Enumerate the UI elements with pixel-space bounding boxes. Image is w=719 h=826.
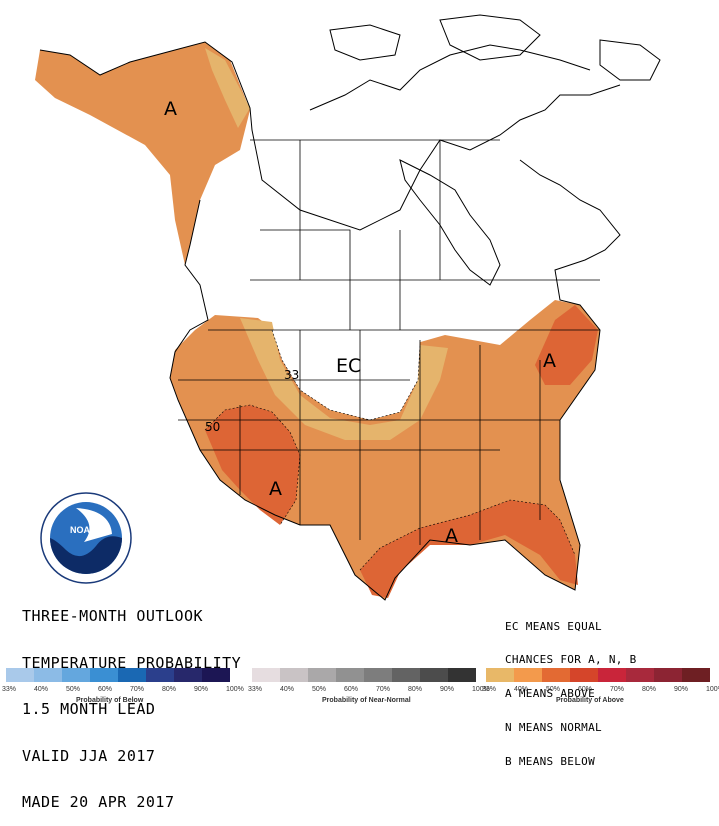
scale-tick-label: 80%: [408, 686, 423, 693]
noaa-logo: [40, 492, 132, 584]
scale-tick-label: 90%: [674, 686, 689, 693]
title-line-5: MADE 20 APR 2017: [22, 793, 175, 811]
scale-title: Probability of Above: [556, 697, 624, 704]
scale-swatch: [118, 668, 146, 682]
scale-swatch: [392, 668, 420, 682]
label-alaska-a: A: [164, 98, 177, 120]
scale-swatch: [280, 668, 308, 682]
scale-bar-0: [6, 668, 230, 682]
gulf-above-50: [360, 500, 578, 598]
title-line-3: 1.5 MONTH LEAD: [22, 700, 156, 718]
label-ec: EC: [336, 355, 362, 377]
label-gulf-a: A: [445, 525, 458, 547]
southwest-above-50: [205, 405, 300, 525]
scale-tick-label: 40%: [514, 686, 529, 693]
conus-above-33: [240, 318, 448, 440]
scale-tick-label: 33%: [482, 686, 497, 693]
scale-tick-label: 90%: [440, 686, 455, 693]
scale-tick-label: 80%: [642, 686, 657, 693]
scale-tick-label: 90%: [194, 686, 209, 693]
scale-swatch: [420, 668, 448, 682]
noaa-logo-text: NOAA: [40, 492, 132, 584]
scale-swatch: [364, 668, 392, 682]
scale-swatch: [598, 668, 626, 682]
scale-tick-label: 60%: [98, 686, 113, 693]
legend-line-1: EC MEANS EQUAL: [505, 619, 602, 633]
outlook-map: [35, 14, 661, 601]
northeast-above-50: [535, 305, 598, 385]
scale-swatch: [570, 668, 598, 682]
scale-tick-label: 100%: [706, 686, 719, 693]
title-line-4: VALID JJA 2017: [22, 746, 156, 765]
scale-tick-label: 70%: [130, 686, 145, 693]
scale-swatch: [486, 668, 514, 682]
scale-swatch: [34, 668, 62, 682]
scale-tick-label: 60%: [344, 686, 359, 693]
scale-tick-label: 50%: [546, 686, 561, 693]
scale-swatch: [448, 668, 476, 682]
scale-swatch: [252, 668, 280, 682]
scale-swatch: [654, 668, 682, 682]
scale-swatch: [202, 668, 230, 682]
title-line-1: THREE-MONTH OUTLOOK: [22, 607, 204, 625]
scale-tick-label: 60%: [578, 686, 593, 693]
scale-tick-label: 80%: [162, 686, 177, 693]
scale-title: Probability of Near-Normal: [322, 697, 411, 704]
scale-title: Probability of Below: [76, 697, 144, 704]
scale-swatch: [62, 668, 90, 682]
probability-contours: [204, 329, 576, 571]
political-boundaries: [178, 139, 600, 545]
scale-tick-label: 70%: [376, 686, 391, 693]
scale-tick-label: 40%: [280, 686, 295, 693]
scale-swatch: [174, 668, 202, 682]
scale-swatch: [90, 668, 118, 682]
scale-swatch: [542, 668, 570, 682]
legend-line-2: CHANCES FOR A, N, B: [505, 653, 637, 667]
scale-tick-label: 40%: [34, 686, 49, 693]
coastlines: [39, 14, 661, 601]
scale-tick-label: 50%: [312, 686, 327, 693]
scale-bar-2: [486, 668, 710, 682]
scale-swatch: [308, 668, 336, 682]
scale-tick-label: 33%: [2, 686, 17, 693]
contour-label-50: 50: [205, 420, 221, 434]
scale-tick-label: 100%: [226, 686, 244, 693]
scale-tick-label: 70%: [610, 686, 625, 693]
scale-swatch: [146, 668, 174, 682]
noaa-label: NOAA: [70, 525, 97, 535]
contour-label-33: 33: [284, 368, 300, 382]
alaska-above-33: [205, 48, 250, 128]
scale-swatch: [6, 668, 34, 682]
scale-tick-label: 50%: [66, 686, 81, 693]
ec-region: [272, 330, 420, 420]
legend-line-3: A MEANS ABOVE: [505, 687, 595, 701]
scale-tick-label: 33%: [248, 686, 263, 693]
scale-bar-1: [252, 668, 476, 682]
scale-swatch: [514, 668, 542, 682]
legend-line-4: N MEANS NORMAL: [505, 721, 602, 735]
label-northeast-a: A: [543, 350, 556, 372]
scale-swatch: [626, 668, 654, 682]
alaska-above-40: [35, 42, 250, 265]
scale-swatch: [682, 668, 710, 682]
scale-swatch: [336, 668, 364, 682]
legend-line-5: B MEANS BELOW: [505, 755, 595, 769]
scale-tick-label: 100%: [472, 686, 490, 693]
title-line-2: TEMPERATURE PROBABILITY: [22, 653, 242, 672]
label-southwest-a: A: [269, 478, 282, 500]
